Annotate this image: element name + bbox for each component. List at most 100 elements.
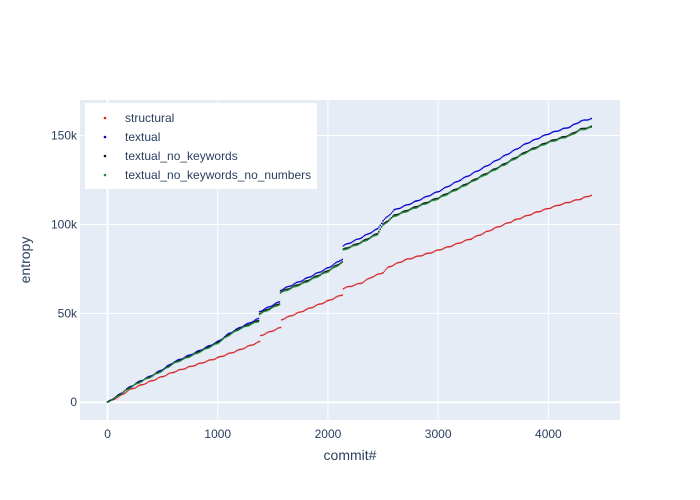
data-point	[272, 306, 274, 308]
data-point	[427, 202, 429, 204]
data-point	[534, 138, 537, 140]
data-point	[513, 158, 516, 161]
data-point	[352, 240, 354, 243]
data-point	[590, 117, 593, 120]
data-point	[429, 252, 431, 254]
data-point	[416, 206, 419, 209]
data-point	[456, 180, 459, 183]
data-point	[315, 272, 317, 274]
data-point	[488, 230, 491, 232]
data-point	[535, 146, 538, 149]
data-point	[207, 346, 210, 348]
data-point	[558, 138, 560, 140]
data-point	[207, 347, 210, 349]
legend-item-textual-no-keywords-no-numbers[interactable]: textual_no_keywords_no_numbers	[103, 168, 311, 182]
data-point	[561, 128, 564, 130]
data-point	[510, 151, 512, 154]
data-point	[383, 222, 386, 224]
data-point	[239, 328, 241, 331]
data-point	[434, 198, 437, 200]
legend-label: structural	[125, 111, 174, 125]
data-point	[511, 158, 513, 160]
data-point	[530, 214, 532, 216]
data-point	[389, 219, 391, 221]
data-point	[310, 278, 312, 281]
data-point	[144, 378, 146, 381]
data-point	[264, 309, 266, 311]
data-point	[459, 186, 461, 189]
data-point	[171, 363, 173, 365]
data-point	[432, 192, 434, 195]
data-point	[402, 211, 404, 214]
data-point	[225, 336, 227, 338]
data-point	[306, 308, 308, 310]
data-point	[528, 150, 530, 152]
data-point	[327, 267, 329, 269]
legend-item-textual[interactable]: textual	[103, 130, 161, 144]
data-point	[444, 246, 446, 249]
legend-marker	[103, 154, 107, 158]
data-point	[493, 227, 496, 229]
data-point	[455, 189, 458, 192]
data-point	[539, 210, 541, 213]
data-point	[548, 141, 551, 143]
data-point	[358, 238, 361, 240]
data-point	[402, 205, 404, 208]
data-point	[245, 324, 248, 326]
data-point	[341, 294, 343, 296]
data-point	[260, 310, 262, 312]
data-point	[267, 331, 270, 333]
data-point	[192, 353, 194, 356]
data-point	[247, 322, 249, 325]
data-point	[178, 360, 180, 362]
data-point	[210, 345, 212, 348]
legend[interactable]: structural textual textual_no_keywordstext…	[85, 103, 317, 189]
data-point	[261, 311, 263, 314]
data-point	[367, 278, 369, 280]
data-point	[262, 311, 265, 313]
data-point	[370, 232, 372, 234]
data-point	[204, 361, 206, 364]
data-point	[153, 379, 156, 381]
data-point	[565, 135, 568, 138]
data-point	[309, 276, 311, 278]
data-point	[205, 346, 207, 348]
data-point	[329, 266, 332, 268]
data-point	[287, 285, 290, 288]
data-point	[265, 309, 267, 311]
legend-item-textual-no-keywords[interactable]: textual_no_keywords	[103, 149, 238, 163]
data-point	[565, 136, 568, 138]
data-point	[461, 241, 463, 244]
data-point	[410, 257, 413, 260]
data-point	[346, 248, 349, 250]
data-point	[329, 299, 332, 301]
data-point	[437, 191, 439, 193]
data-point	[447, 185, 450, 188]
data-point	[168, 365, 171, 368]
data-point	[361, 241, 363, 243]
data-point	[441, 188, 443, 191]
data-point	[331, 268, 333, 270]
data-point	[386, 220, 388, 223]
data-point	[512, 157, 515, 160]
data-point	[456, 242, 458, 245]
data-point	[497, 167, 499, 170]
legend-item-structural[interactable]: structural	[103, 111, 175, 125]
data-point	[357, 243, 360, 245]
data-point	[557, 204, 559, 207]
data-point	[149, 376, 151, 379]
data-point	[220, 355, 223, 358]
data-point	[463, 176, 465, 179]
data-point	[297, 285, 299, 287]
data-point	[443, 187, 446, 189]
data-point	[226, 334, 229, 337]
data-point	[115, 397, 117, 400]
data-point	[494, 160, 496, 162]
data-point	[532, 148, 534, 151]
data-point	[266, 331, 269, 334]
data-point	[156, 372, 158, 375]
data-point	[167, 373, 169, 375]
data-point	[277, 303, 279, 306]
data-point	[530, 148, 533, 150]
data-point	[492, 228, 494, 230]
